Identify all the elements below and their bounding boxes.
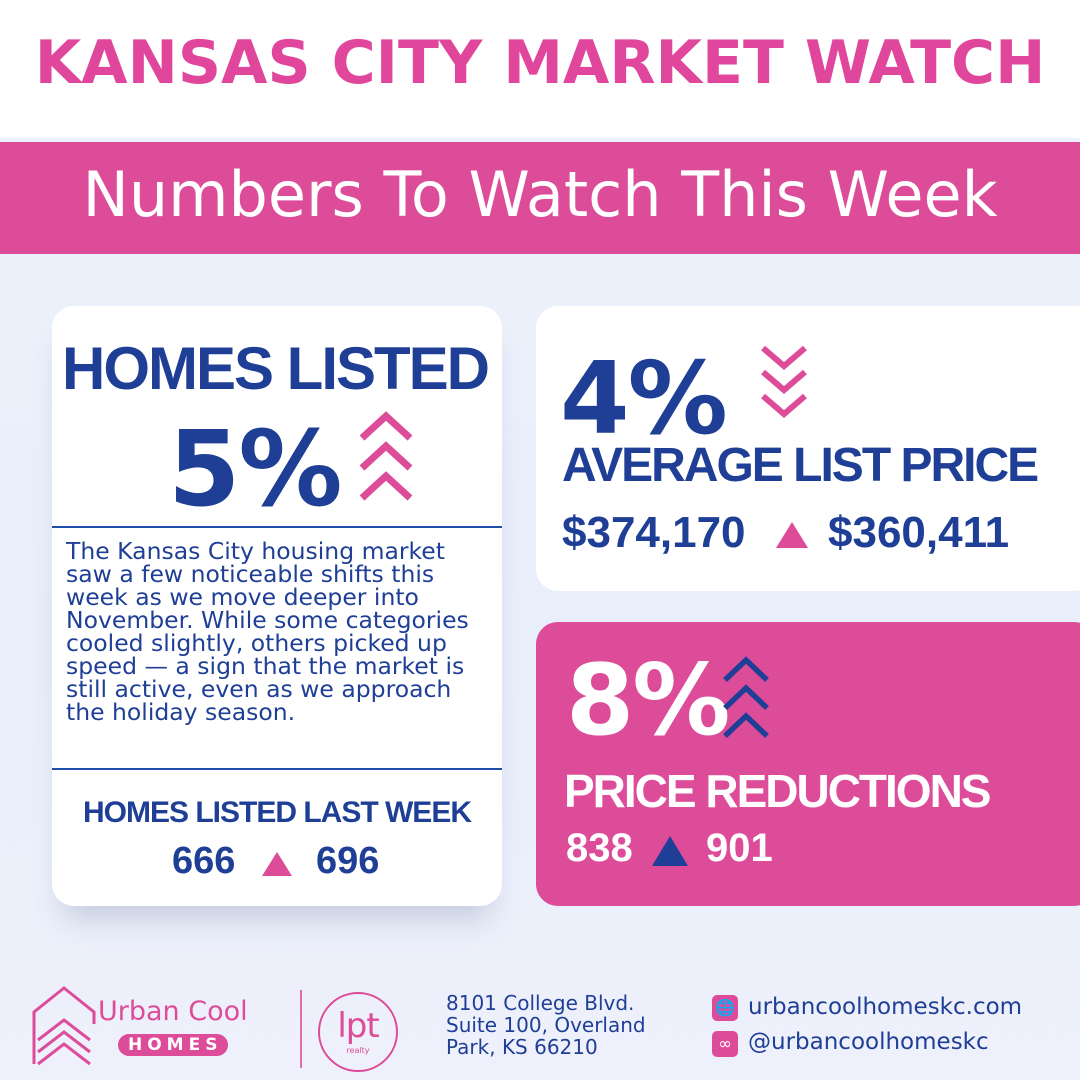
address: 8101 College Blvd. Suite 100, Overland P… [446, 992, 696, 1058]
globe-icon: 🌐 [712, 995, 738, 1021]
average-list-price-previous: $374,170 [562, 508, 746, 557]
price-reductions-label: PRICE REDUCTIONS [564, 765, 991, 817]
lpt-logo-icon [318, 992, 398, 1072]
market-summary-text: The Kansas City housing market saw a few… [66, 537, 469, 727]
brand-name: Urban Cool [98, 996, 248, 1027]
homes-listed-percent: 5% [168, 408, 343, 530]
page-title: KANSAS CITY MARKET WATCH [34, 28, 1046, 98]
header-band [0, 0, 1080, 138]
divider-bottom [52, 768, 502, 770]
chevron-triple-up-icon [723, 656, 769, 738]
subtitle-bar [0, 142, 1080, 254]
lpt-logo-subtext: realty [346, 1046, 370, 1055]
price-reductions-percent: 8% [566, 644, 730, 758]
average-list-price-current: $360,411 [828, 508, 1010, 557]
social-handle[interactable]: @urbancoolhomeskc [748, 1029, 989, 1055]
address-line: Suite 100, Overland [446, 1013, 646, 1037]
triangle-up-icon [652, 836, 688, 866]
price-reductions-current: 901 [706, 826, 773, 870]
chevron-triple-up-icon [359, 411, 413, 501]
average-list-price-label: AVERAGE LIST PRICE [562, 439, 1039, 492]
homes-listed-title: HOMES LISTED [61, 335, 490, 402]
homes-listed-previous: 666 [172, 840, 236, 882]
homes-listed-last-week-label: HOMES LISTED LAST WEEK [82, 796, 472, 829]
price-reductions-card [536, 622, 1080, 906]
divider-top [52, 526, 502, 528]
homes-listed-card [52, 306, 502, 906]
footer-separator [300, 990, 302, 1068]
link-icon: ∞ [712, 1031, 738, 1057]
homes-listed-current: 696 [316, 840, 380, 882]
average-list-price-card [536, 306, 1080, 591]
triangle-up-icon [262, 852, 292, 876]
price-reductions-previous: 838 [566, 826, 633, 870]
website-link[interactable]: urbancoolhomeskc.com [748, 994, 1023, 1020]
chevron-triple-down-icon [761, 345, 807, 418]
house-logo-icon [32, 986, 96, 1066]
page-subtitle: Numbers To Watch This Week [82, 158, 998, 231]
address-line: 8101 College Blvd. [446, 991, 635, 1015]
triangle-up-icon [776, 522, 808, 548]
address-line: Park, KS 66210 [446, 1035, 598, 1059]
brand-homes-badge: HOMES [118, 1034, 229, 1056]
lpt-logo-text: lpt [337, 1006, 379, 1046]
average-list-price-percent: 4% [560, 340, 728, 457]
